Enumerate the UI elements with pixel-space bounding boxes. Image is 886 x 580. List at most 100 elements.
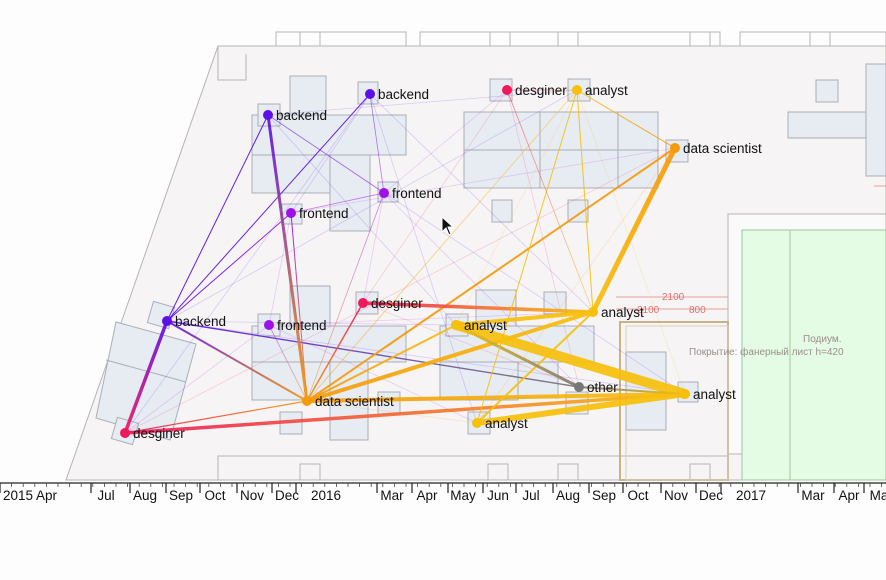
dimension-label: 2100	[662, 292, 685, 303]
graph-node[interactable]: analyst	[680, 387, 736, 402]
graph-edge[interactable]	[166, 93, 371, 322]
graph-edge[interactable]	[166, 212, 292, 322]
graph-node[interactable]: analyst	[572, 83, 628, 98]
faint-edge	[166, 320, 686, 395]
graph-edge[interactable]	[123, 392, 687, 435]
faint-edge	[362, 192, 385, 304]
timeline-tick-label: Nov	[664, 488, 688, 503]
graph-edge[interactable]	[506, 89, 594, 313]
timeline-tick-label: Apr	[416, 488, 438, 503]
plan-note-podium: Подиум.	[803, 334, 842, 345]
graph-node[interactable]: frontend	[379, 186, 442, 201]
graph-node[interactable]: backend	[365, 87, 429, 102]
graph-edge[interactable]	[476, 311, 594, 424]
graph-edge[interactable]	[166, 320, 308, 402]
faint-edge	[124, 324, 270, 434]
graph-node[interactable]: analyst	[588, 305, 644, 320]
node-label: desginer	[515, 83, 567, 98]
graph-edge[interactable]	[123, 319, 169, 435]
faint-edge	[267, 114, 457, 326]
graph-edge[interactable]	[124, 400, 308, 434]
timeline-tick-label: Aug	[133, 488, 157, 503]
node-dot[interactable]	[574, 382, 584, 392]
node-dot[interactable]	[365, 89, 375, 99]
node-label: analyst	[585, 83, 628, 98]
faint-edge	[166, 320, 457, 326]
node-label: backend	[378, 87, 429, 102]
node-dot[interactable]	[120, 428, 130, 438]
dimension-label: 800	[689, 305, 706, 316]
node-dot[interactable]	[680, 389, 690, 399]
graph-edge[interactable]	[267, 114, 385, 194]
graph-edge[interactable]	[576, 89, 676, 149]
graph-node[interactable]: backend	[263, 108, 327, 123]
faint-edge	[268, 311, 594, 326]
graph-edge[interactable]	[305, 310, 595, 403]
faint-edge	[369, 93, 594, 313]
graph-node[interactable]: analyst	[472, 416, 528, 431]
node-dot[interactable]	[472, 418, 482, 428]
graph-edge[interactable]	[476, 89, 578, 424]
timeline-axis[interactable]: 2015 Apr Jul Aug Sep Oct Nov Dec 2016 Mar Apr May J…	[0, 482, 886, 503]
graph-node[interactable]: frontend	[286, 206, 349, 221]
graph-edge[interactable]	[369, 93, 385, 194]
node-dot[interactable]	[264, 320, 274, 330]
graph-edge[interactable]	[305, 392, 687, 403]
node-dot[interactable]	[263, 110, 273, 120]
graph-edge[interactable]	[290, 192, 385, 214]
faint-edge	[576, 89, 686, 395]
graph-edge[interactable]	[451, 320, 690, 399]
faint-edge	[476, 147, 676, 424]
graph-edge[interactable]	[166, 114, 269, 322]
node-dot[interactable]	[162, 316, 172, 326]
graph-edge[interactable]	[266, 113, 309, 403]
graph-edge[interactable]	[306, 89, 578, 402]
graph-node[interactable]: desginer	[358, 296, 423, 311]
faint-edge	[362, 89, 508, 304]
graph-edge[interactable]	[578, 386, 686, 395]
node-dot[interactable]	[358, 298, 368, 308]
node-label: other	[587, 380, 618, 395]
timeline-tick-label: Mar	[380, 488, 404, 503]
node-label: analyst	[601, 305, 644, 320]
graph-node[interactable]: backend	[162, 314, 226, 329]
graph-edge[interactable]	[454, 310, 595, 327]
faint-edge	[268, 212, 292, 326]
graph-node[interactable]: desginer	[502, 83, 567, 98]
graph-edge[interactable]	[306, 192, 385, 402]
graph-edge[interactable]	[306, 324, 457, 402]
timeline-tick-label: Sep	[592, 488, 616, 503]
node-dot[interactable]	[286, 208, 296, 218]
graph-node[interactable]: frontend	[264, 318, 327, 333]
graph-edge[interactable]	[590, 145, 678, 315]
timeline-tick-label: Oct	[204, 488, 225, 503]
timeline-tick-label: Sep	[169, 488, 193, 503]
graph-edge[interactable]	[454, 323, 581, 389]
timeline-tick-label: Jul	[97, 488, 114, 503]
node-dot[interactable]	[572, 85, 582, 95]
graph-node[interactable]: data scientist	[670, 141, 762, 156]
node-dot[interactable]	[502, 85, 512, 95]
graph-edge[interactable]	[474, 391, 688, 426]
graph-node[interactable]: other	[574, 380, 618, 395]
node-layer: backend backend frontend frontend backend fro…	[120, 83, 762, 441]
graph-node[interactable]: desginer	[120, 426, 185, 441]
node-dot[interactable]	[451, 320, 461, 330]
graph-edge[interactable]	[576, 89, 594, 313]
graph-node[interactable]: analyst	[451, 318, 507, 333]
graph-edge[interactable]	[268, 324, 308, 402]
graph-edge[interactable]	[306, 302, 364, 402]
graph-edge[interactable]	[290, 212, 308, 402]
node-dot[interactable]	[302, 396, 312, 406]
graph-edge[interactable]	[306, 147, 676, 402]
graph-node[interactable]: data scientist	[302, 394, 394, 409]
node-dot[interactable]	[379, 188, 389, 198]
graph-edge[interactable]	[361, 301, 595, 314]
graph-edge[interactable]	[166, 320, 580, 388]
node-label: backend	[175, 314, 226, 329]
node-label: analyst	[485, 416, 528, 431]
node-label: data scientist	[683, 141, 762, 156]
node-dot[interactable]	[588, 307, 598, 317]
node-dot[interactable]	[670, 143, 680, 153]
